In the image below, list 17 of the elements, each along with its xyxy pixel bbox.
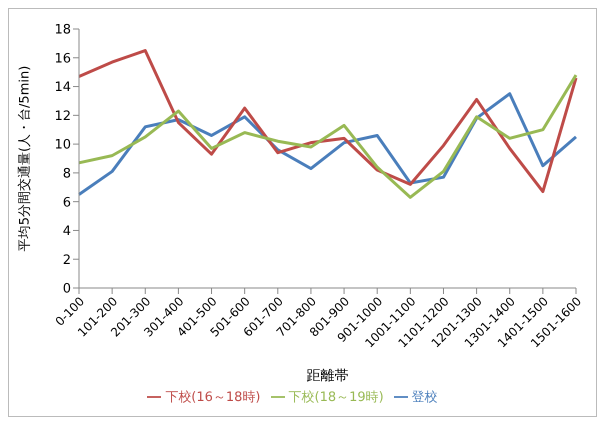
legend-label: 登校 [412,390,438,405]
y-tick-label: 4 [62,224,71,240]
line-series [78,49,578,194]
y-tick-label: 12 [54,108,71,124]
y-axis-title: 平均5分間交通量(人・台/5min) [16,66,33,252]
y-tick-label: 14 [54,80,71,96]
y-tick-label: 16 [54,51,71,66]
line-series [78,74,578,199]
legend-label: 下校(18～19時) [288,390,384,405]
y-tick-label: 8 [62,166,71,182]
y-tick-label: 6 [62,195,71,210]
y-tick-label: 2 [62,252,71,268]
legend-label: 下校(16～18時) [165,390,260,405]
y-tick-label: 10 [54,138,71,153]
y-tick-label: 18 [54,22,71,38]
y-tick-label: 0 [62,282,71,297]
x-axis-title: 距離帯 [306,368,348,384]
